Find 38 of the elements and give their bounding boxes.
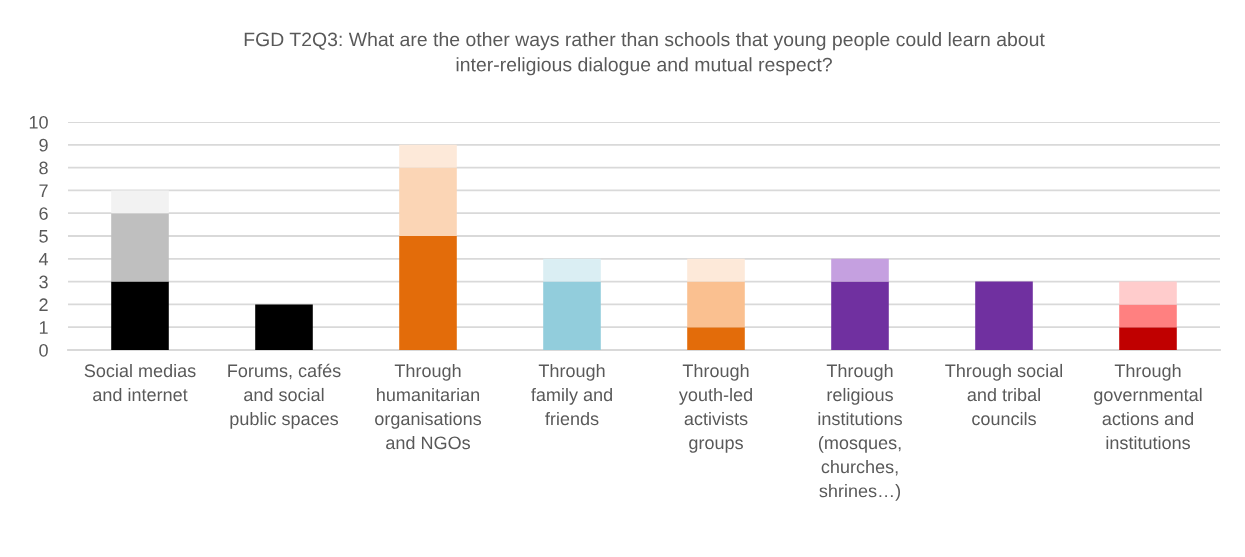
y-tick-label: 10 [29, 115, 48, 129]
bar [1119, 281, 1177, 305]
y-tick-label: 8 [39, 161, 48, 175]
x-tick-label: Through family and friends [531, 363, 612, 426]
bar [255, 304, 313, 350]
bar [399, 167, 457, 236]
bar [1119, 327, 1177, 350]
bar [687, 327, 745, 350]
x-tick-label: Through youth-led activists groups [678, 363, 752, 453]
bar [1119, 304, 1177, 328]
y-tick-label: 2 [39, 298, 48, 311]
bar [975, 281, 1033, 350]
bar [687, 281, 745, 328]
y-tick-label: 0 [39, 343, 48, 357]
y-tick-label: 5 [39, 230, 48, 243]
bar [831, 281, 889, 350]
y-tick-label: 7 [39, 184, 48, 197]
x-tick-label: Through social and tribal councils [945, 363, 1063, 426]
x-tick-label: Through governmental actions and institutions [1094, 363, 1202, 450]
bar [111, 281, 169, 350]
bar [399, 144, 457, 168]
x-tick-label: Social medias and internet [84, 363, 196, 402]
x-tick-label: Forums, cafés and social public spaces [228, 363, 341, 429]
y-tick-label: 1 [39, 321, 48, 334]
chart-title: FGD T2Q3: What are the other ways rather than schools that young people could learn about inter-religious dialogue and mutual respect? [244, 32, 1045, 76]
y-tick-label: 4 [38, 252, 49, 266]
x-tick-label: Through religious institutions (mosques, churches, shrines…) [818, 363, 902, 501]
y-tick-label: 9 [39, 138, 48, 152]
y-tick-label: 3 [39, 275, 48, 289]
x-tick-label: Through humanitarian organisations and NGOs [375, 363, 482, 450]
bar [399, 236, 457, 350]
y-tick-label: 6 [39, 207, 48, 220]
bar [831, 258, 889, 282]
bar [543, 281, 601, 350]
bar [111, 190, 169, 214]
bar [687, 258, 745, 282]
bar [543, 258, 601, 282]
bar [111, 213, 169, 282]
